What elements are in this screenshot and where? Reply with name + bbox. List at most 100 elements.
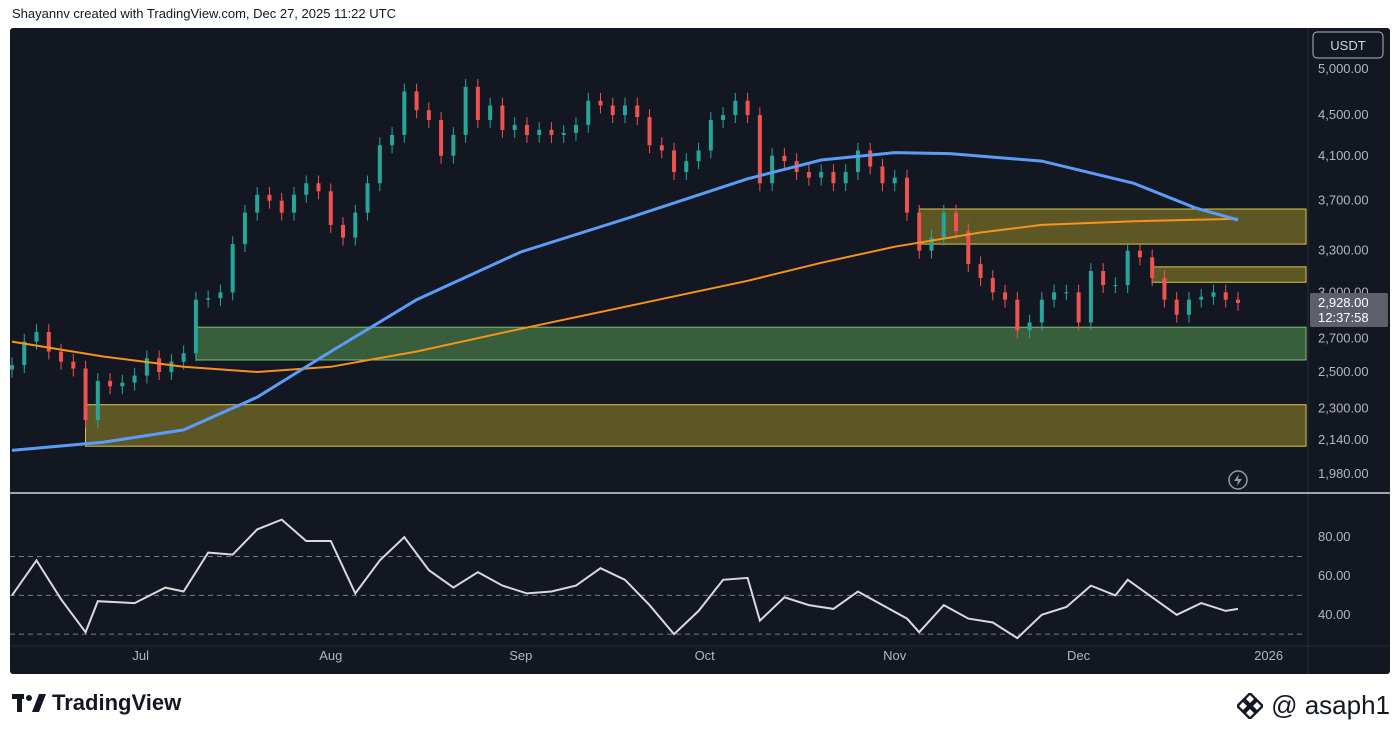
candle-body <box>549 129 554 135</box>
candle-body <box>475 86 480 120</box>
candle-body <box>365 183 370 213</box>
candle-body <box>1015 299 1020 331</box>
zone-resistance-3 <box>1151 266 1307 283</box>
candle-body <box>95 380 100 421</box>
candle-body <box>108 380 113 387</box>
zone-support-1 <box>85 404 1307 447</box>
candle-body <box>1174 299 1179 315</box>
tradingview-logo: TradingView <box>12 690 181 716</box>
ma-slow-line <box>11 217 1239 374</box>
candle-body <box>1076 292 1081 323</box>
currency-selector[interactable] <box>1312 31 1384 59</box>
x-tick-label: Oct <box>695 648 716 663</box>
rsi-line <box>11 518 1239 640</box>
candle-body <box>610 105 615 116</box>
price-tick-label: 4,500.00 <box>1318 107 1369 122</box>
watermark: @ asaph1 <box>1237 690 1390 721</box>
candle-body <box>537 129 542 135</box>
candle-body <box>929 237 934 251</box>
candle-body <box>353 212 358 238</box>
candle-body <box>402 91 407 135</box>
candle-body <box>46 331 51 352</box>
candle-body <box>843 172 848 184</box>
price-axis-bg <box>1308 28 1390 493</box>
candle-body <box>1236 299 1240 303</box>
candle-body <box>377 145 382 184</box>
candle-body <box>242 212 247 245</box>
candle-body <box>426 110 431 120</box>
candle-body <box>721 115 726 120</box>
zone-support-0 <box>195 326 1307 361</box>
price-tick-label: 4,100.00 <box>1318 148 1369 163</box>
candle-body <box>1199 296 1204 300</box>
candle-body <box>291 194 296 213</box>
x-tick-label: Nov <box>883 648 907 663</box>
candle-body <box>647 117 652 146</box>
candle-body <box>978 264 983 278</box>
candle-body <box>659 145 664 151</box>
candle-body <box>696 150 701 162</box>
rsi-tick-label: 80.00 <box>1318 529 1351 544</box>
candle-body <box>990 277 995 293</box>
candle-body <box>414 91 419 111</box>
candle-body <box>34 331 39 342</box>
candle-body <box>316 183 321 192</box>
candle-body <box>1039 299 1044 323</box>
x-tick-label: Jul <box>132 648 149 663</box>
price-tick-label: 2,140.00 <box>1318 432 1369 447</box>
candle-body <box>230 244 235 293</box>
candle-body <box>782 155 787 162</box>
candle-body <box>439 119 444 156</box>
candle-body <box>279 200 284 213</box>
candle-body <box>573 124 578 133</box>
candle-body <box>1211 292 1216 297</box>
candle-body <box>1162 277 1167 300</box>
candle-body <box>10 365 14 370</box>
candle-body <box>966 231 971 265</box>
candle-body <box>267 194 272 201</box>
candle-body <box>623 105 627 116</box>
candle-body <box>1003 292 1008 300</box>
candle-body <box>757 115 762 184</box>
price-tick-label: 2,700.00 <box>1318 330 1369 345</box>
candle-body <box>708 119 713 151</box>
candle-body <box>1137 250 1142 258</box>
candle-body <box>181 353 186 362</box>
rsi-tick-label: 60.00 <box>1318 568 1351 583</box>
candle-body <box>954 212 959 232</box>
candle-body <box>193 299 198 354</box>
candle-body <box>463 86 468 135</box>
price-chart-svg[interactable]: USDT 5,000.00 4,500.00 4,100.00 3,700.00 3,30… <box>10 28 1390 674</box>
candle-body <box>524 124 529 135</box>
lightning-icon[interactable] <box>1228 470 1248 490</box>
candle-body <box>169 361 174 373</box>
candle-body <box>941 212 946 238</box>
candle-body <box>206 298 211 300</box>
chart-frame: USDT 5,000.00 4,500.00 4,100.00 3,700.00 3,30… <box>10 28 1390 674</box>
candle-body <box>1101 271 1106 286</box>
price-tick-label: 1,980.00 <box>1318 466 1369 481</box>
tradingview-brand: TradingView <box>52 690 182 715</box>
candle-body <box>144 358 149 376</box>
candle-body <box>892 177 897 184</box>
candle-body <box>255 194 260 213</box>
candle-body <box>1027 322 1032 331</box>
exchange-logo-icon <box>1237 692 1264 719</box>
currency-label[interactable]: USDT <box>1330 38 1365 53</box>
candle-body <box>451 134 456 156</box>
ma-fast-line <box>11 151 1239 452</box>
candle-body <box>684 161 689 173</box>
candle-countdown: 12:37:58 <box>1318 310 1369 325</box>
chart-attribution: Shayannv created with TradingView.com, D… <box>12 6 396 21</box>
candle-body <box>1052 292 1057 300</box>
candle-body <box>218 292 223 299</box>
zone-resistance-2 <box>918 208 1307 245</box>
candle-body <box>598 100 603 106</box>
candle-body <box>806 172 811 178</box>
candle-body <box>304 183 309 195</box>
price-tick-label: 2,300.00 <box>1318 401 1369 416</box>
candle-body <box>500 105 505 130</box>
candle-body <box>586 100 591 125</box>
last-price-tag <box>1310 292 1388 327</box>
candle-body <box>733 100 738 116</box>
